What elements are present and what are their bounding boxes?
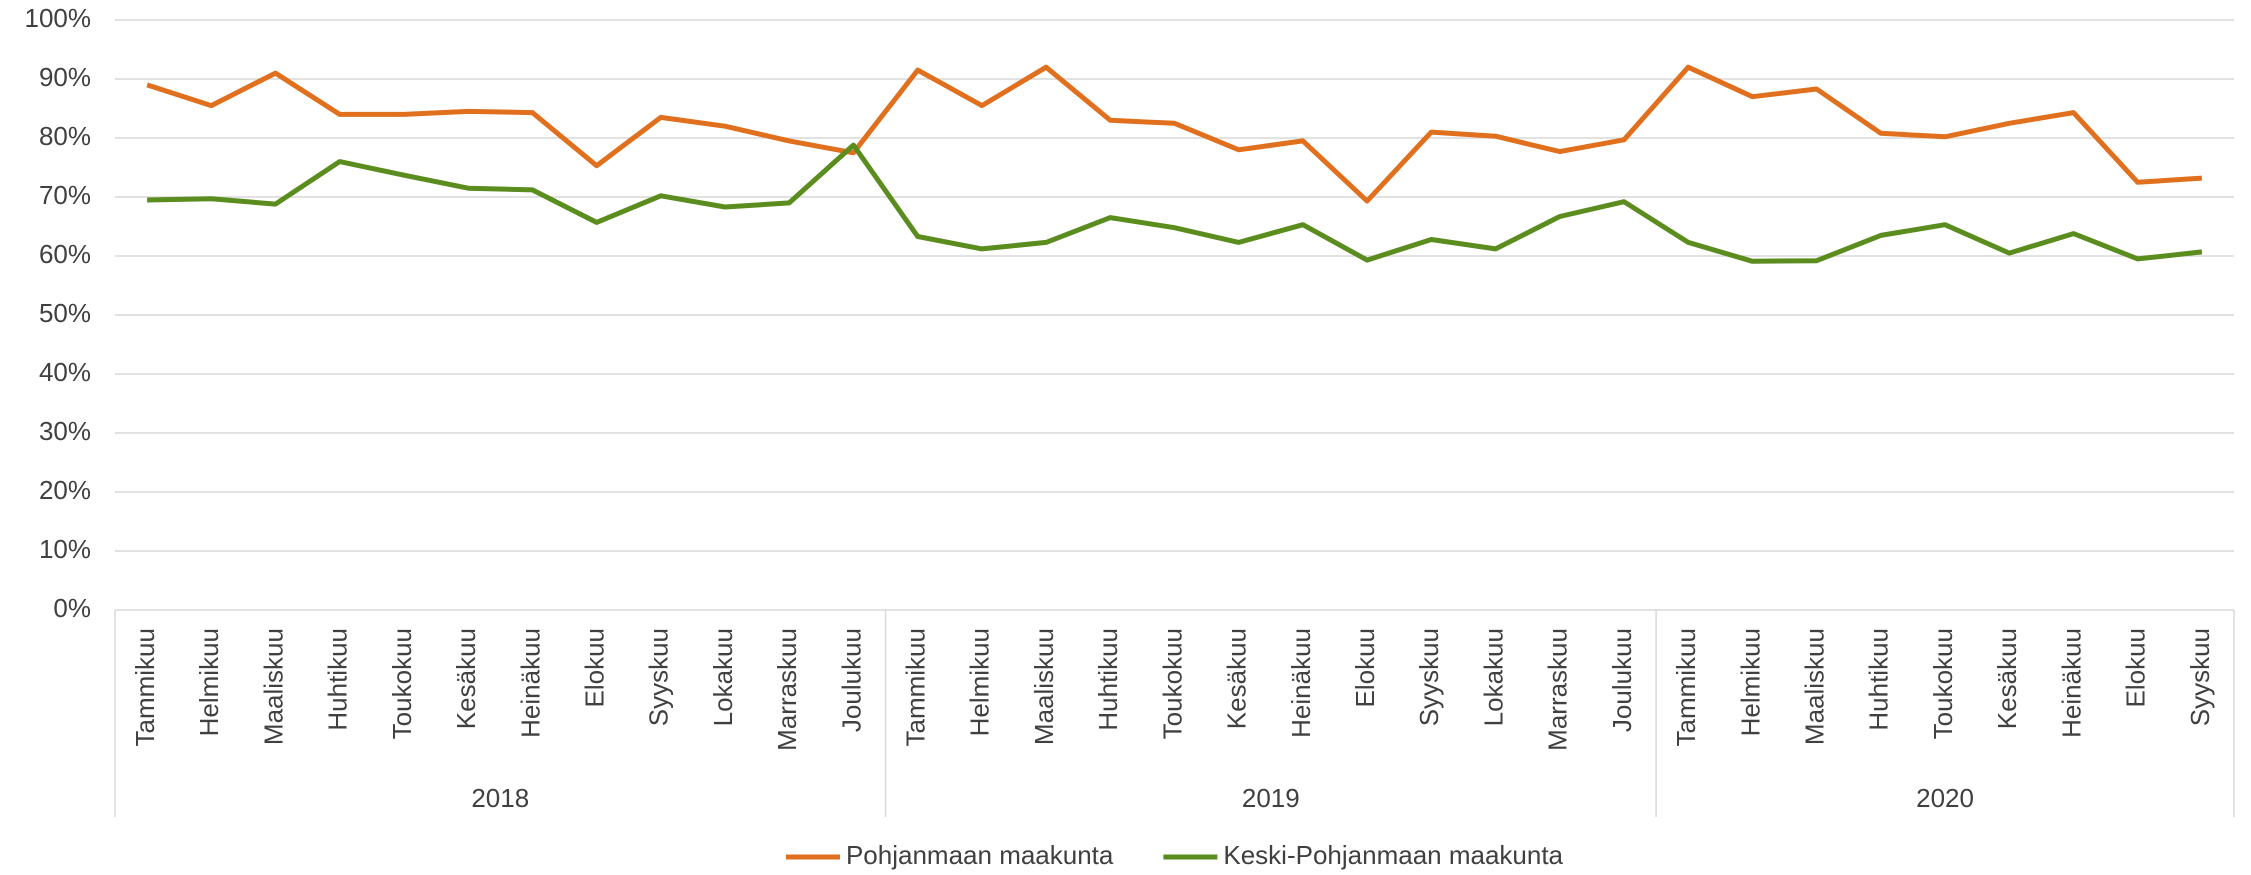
x-tick-label: Lokakuu <box>1478 628 1508 726</box>
x-tick-label: Joulukuu <box>1607 628 1637 732</box>
y-tick-label: 70% <box>39 180 91 210</box>
legend-label: Keski-Pohjanmaan maakunta <box>1223 840 1563 870</box>
x-tick-label: Kesäkuu <box>451 628 481 729</box>
y-tick-label: 80% <box>39 121 91 151</box>
x-tick-label: Heinäkuu <box>2056 628 2086 738</box>
series-line <box>146 64 2203 204</box>
x-tick-label: Tammikuu <box>901 628 931 746</box>
x-tick-label: Kesäkuu <box>1222 628 1252 729</box>
y-tick-label: 60% <box>39 239 91 269</box>
y-tick-label: 40% <box>39 357 91 387</box>
y-tick-label: 90% <box>39 62 91 92</box>
x-tick-label: Heinäkuu <box>515 628 545 738</box>
x-tick-label: Tammikuu <box>130 628 160 746</box>
x-tick-label: Toukokuu <box>387 628 417 739</box>
x-tick-label: Maaliskuu <box>1029 628 1059 745</box>
x-tick-label: Helmikuu <box>1735 628 1765 736</box>
x-tick-label: Maaliskuu <box>1799 628 1829 745</box>
x-tick-label: Kesäkuu <box>1992 628 2022 729</box>
y-tick-label: 100% <box>25 3 92 33</box>
x-tick-label: Helmikuu <box>194 628 224 736</box>
x-tick-label: Lokakuu <box>708 628 738 726</box>
x-tick-label: Syyskuu <box>2185 628 2215 726</box>
x-tick-label: Huhtikuu <box>1093 628 1123 731</box>
x-tick-label: Syyskuu <box>644 628 674 726</box>
x-tick-label: Toukokuu <box>1157 628 1187 739</box>
y-tick-label: 50% <box>39 298 91 328</box>
x-group-label: 2019 <box>1242 783 1300 813</box>
x-tick-label: Elokuu <box>1350 628 1380 708</box>
x-tick-label: Marraskuu <box>1543 628 1573 751</box>
series-line <box>147 142 2203 264</box>
x-tick-label: Toukokuu <box>1928 628 1958 739</box>
x-tick-label: Heinäkuu <box>1286 628 1316 738</box>
x-tick-label: Joulukuu <box>836 628 866 732</box>
y-tick-label: 0% <box>53 593 91 623</box>
x-tick-label: Elokuu <box>579 628 609 708</box>
x-group-label: 2020 <box>1916 783 1974 813</box>
x-tick-label: Tammikuu <box>1671 628 1701 746</box>
y-tick-label: 30% <box>39 416 91 446</box>
legend-label: Pohjanmaan maakunta <box>846 840 1114 870</box>
x-tick-label: Elokuu <box>2121 628 2151 708</box>
x-tick-label: Maaliskuu <box>258 628 288 745</box>
x-tick-label: Marraskuu <box>772 628 802 751</box>
x-group-label: 2018 <box>471 783 529 813</box>
y-tick-label: 20% <box>39 475 91 505</box>
y-tick-label: 10% <box>39 534 91 564</box>
x-tick-label: Huhtikuu <box>1864 628 1894 731</box>
x-tick-label: Helmikuu <box>965 628 995 736</box>
x-tick-label: Syyskuu <box>1414 628 1444 726</box>
x-tick-label: Huhtikuu <box>323 628 353 731</box>
